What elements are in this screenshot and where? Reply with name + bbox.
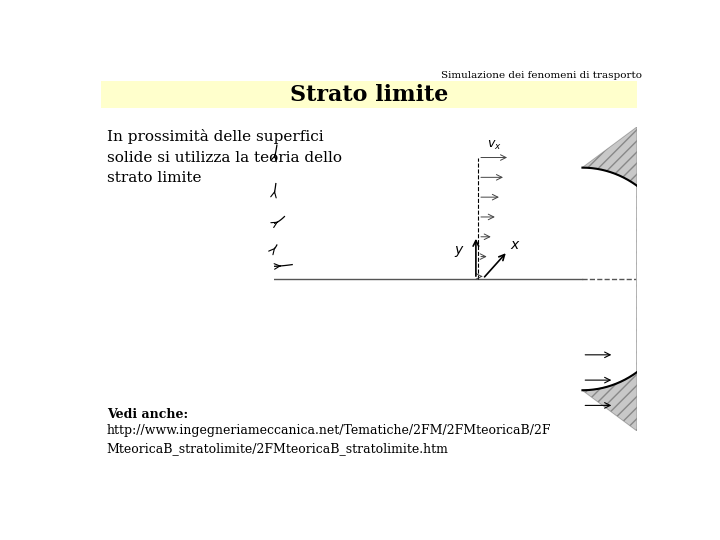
Text: Vedi anche:: Vedi anche: <box>107 408 188 421</box>
Text: In prossimità delle superfici
solide si utilizza la teoria dello
strato limite: In prossimità delle superfici solide si … <box>107 129 342 185</box>
Text: http://www.ingegneriameccanica.net/Tematiche/2FM/2FMteoricaB/2F
MteoricaB_strato: http://www.ingegneriameccanica.net/Temat… <box>107 424 552 455</box>
Text: Simulazione dei fenomeni di trasporto: Simulazione dei fenomeni di trasporto <box>441 71 642 80</box>
Text: Strato limite: Strato limite <box>290 84 448 106</box>
FancyBboxPatch shape <box>101 82 637 109</box>
